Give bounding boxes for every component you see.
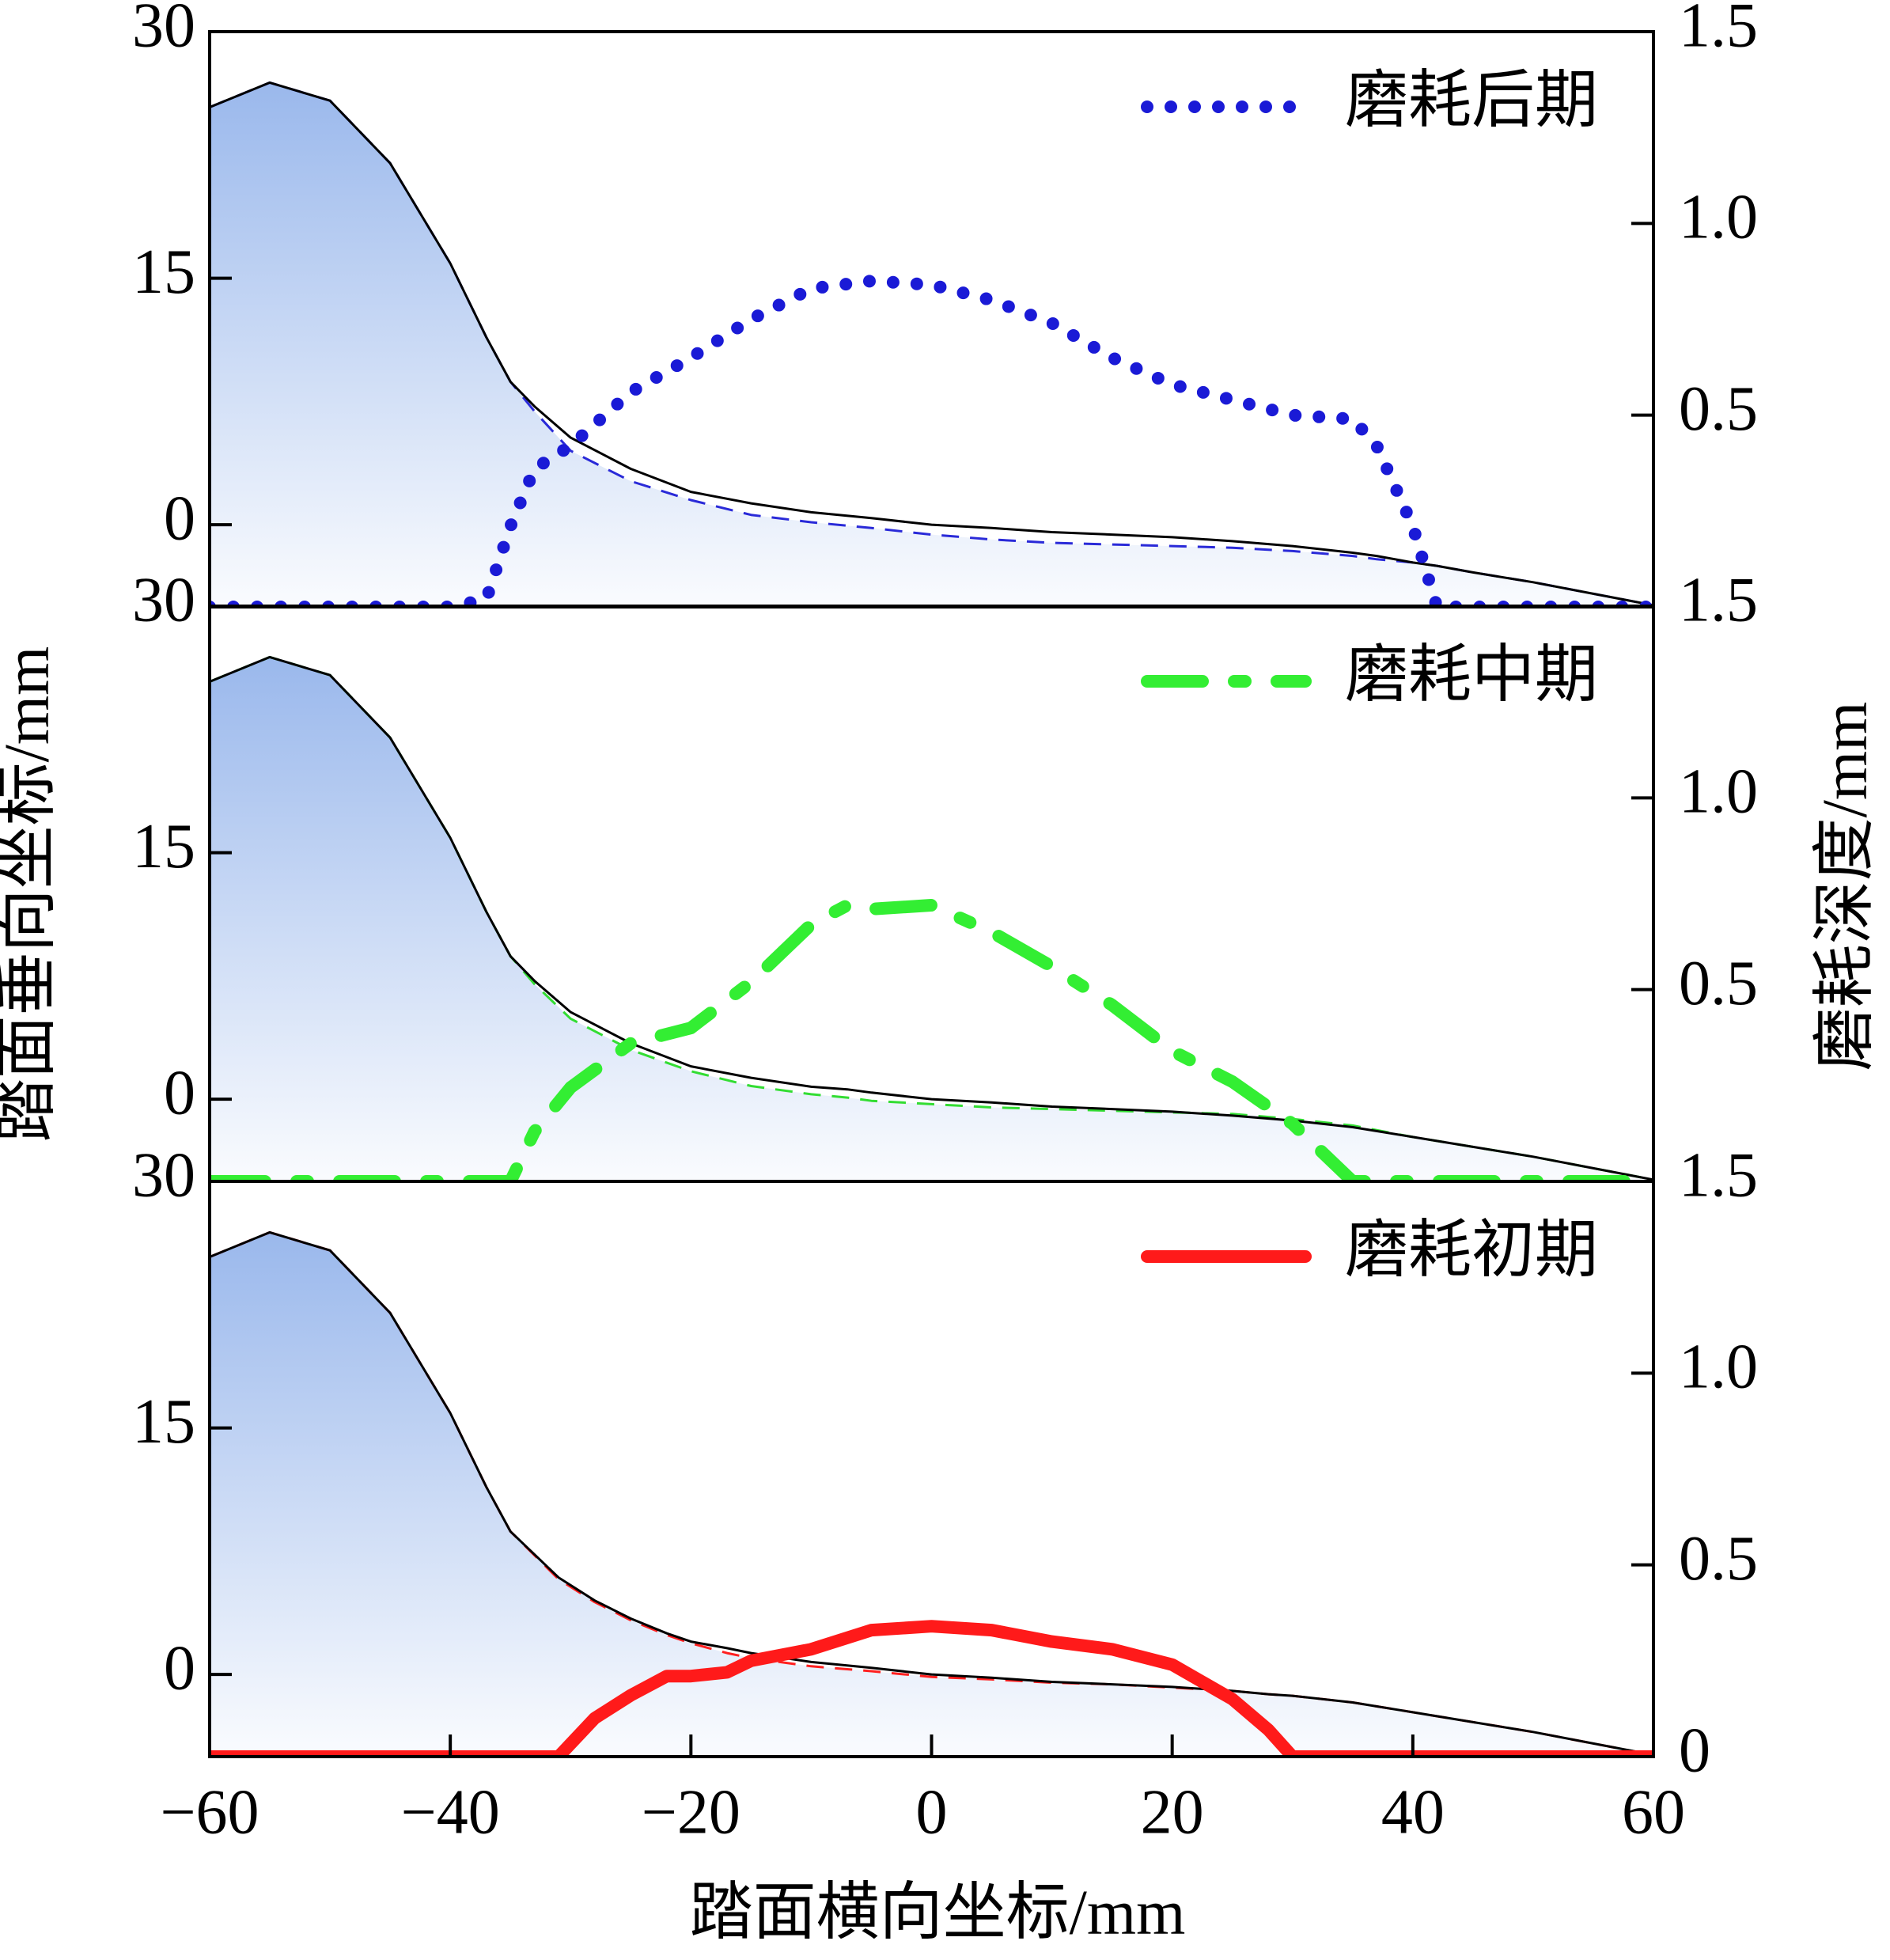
- legend-label: 磨耗后期: [1345, 66, 1598, 135]
- y-tick-label: 0: [164, 484, 195, 554]
- plot-area: [210, 81, 1653, 607]
- y2-tick-label: 1.5: [1679, 1140, 1758, 1210]
- y-tick-label: 15: [132, 812, 195, 881]
- profile-line: [210, 81, 1653, 607]
- y-tick-label: 15: [132, 237, 195, 307]
- x-tick-label: −20: [642, 1777, 740, 1847]
- x-tick-label: 20: [1141, 1777, 1204, 1847]
- x-tick-label: 40: [1381, 1777, 1445, 1847]
- profile-line: [210, 655, 1653, 1181]
- y-tick-label: 15: [132, 1387, 195, 1457]
- y2-tick-label: 1.0: [1679, 1333, 1758, 1402]
- y-tick-label: 30: [132, 0, 195, 60]
- y2-tick-label: 1.5: [1679, 565, 1758, 635]
- y2-tick-label: 0.5: [1679, 949, 1758, 1018]
- y2-axis-label: 磨耗深度/mm: [1810, 702, 1880, 1071]
- profile-line: [210, 1230, 1653, 1757]
- x-axis-label: 踏面横向坐标/mm: [690, 1878, 1186, 1947]
- x-tick-label: −40: [401, 1777, 500, 1847]
- legend-label: 磨耗中期: [1345, 640, 1598, 710]
- x-tick-label: 60: [1622, 1777, 1685, 1847]
- y-tick-label: 30: [132, 565, 195, 635]
- y-tick-label: 30: [132, 1140, 195, 1210]
- y-tick-label: 0: [164, 1059, 195, 1128]
- profile-area: [210, 1232, 1653, 1757]
- profile-area: [210, 82, 1653, 607]
- y-axis-label: 踏面垂向坐标/mm: [0, 646, 62, 1143]
- y2-tick-label: 1.5: [1679, 0, 1758, 60]
- y2-tick-label: 0.5: [1679, 1524, 1758, 1594]
- y2-tick-label: 1.0: [1679, 183, 1758, 252]
- plot-area: [210, 655, 1653, 1181]
- wear-line: [210, 275, 1653, 607]
- y2-tick-label: 0: [1679, 1715, 1710, 1785]
- plot-area: [210, 1230, 1653, 1757]
- x-tick-label: −60: [160, 1777, 259, 1847]
- y2-tick-label: 0.5: [1679, 374, 1758, 444]
- wear-line: [210, 1620, 1653, 1757]
- y-tick-label: 0: [164, 1634, 195, 1704]
- legend-label: 磨耗初期: [1345, 1215, 1598, 1285]
- x-tick-label: 0: [916, 1777, 948, 1847]
- y2-tick-label: 1.0: [1679, 757, 1758, 827]
- profile-area: [210, 657, 1653, 1181]
